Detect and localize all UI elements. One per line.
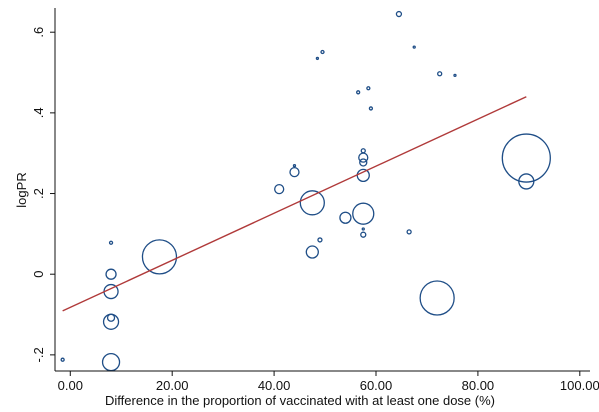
data-point (317, 237, 323, 243)
data-point (453, 73, 457, 78)
data-point (501, 133, 551, 183)
x-tick-label: 100.00 (560, 378, 599, 393)
y-tick-label: .6 (31, 27, 46, 38)
x-tick-label: 60.00 (360, 378, 393, 393)
x-tick-label: 40.00 (258, 378, 291, 393)
data-point (518, 173, 535, 190)
data-point (299, 190, 325, 216)
y-tick-label: .4 (31, 107, 46, 118)
y-tick-label: .2 (31, 188, 46, 199)
data-point (102, 313, 120, 330)
data-point (412, 45, 416, 49)
data-point (406, 229, 412, 235)
y-tick-label: 0 (31, 271, 46, 278)
fitted-line (62, 96, 527, 312)
data-point (366, 86, 371, 91)
data-point (292, 164, 297, 168)
data-point (361, 227, 365, 231)
marks-layer (60, 10, 551, 372)
data-point (352, 202, 375, 225)
data-point (437, 71, 443, 77)
data-point (289, 167, 300, 178)
data-point (108, 240, 114, 245)
data-point (358, 152, 369, 163)
data-point (320, 49, 325, 55)
x-axis-title: Difference in the proportion of vaccinat… (105, 393, 495, 408)
data-point (360, 231, 367, 238)
x-tick-label: 80.00 (462, 378, 495, 393)
x-tick-label: 20.00 (156, 378, 189, 393)
y-axis-ticks: -.2 0 .2 .4 .6 (31, 27, 55, 362)
x-axis-ticks: 0.00 20.00 40.00 60.00 80.00 100.00 (58, 371, 599, 393)
data-point (356, 168, 370, 183)
data-point (315, 56, 320, 61)
data-point (274, 183, 285, 195)
data-point (419, 280, 455, 316)
data-point (395, 10, 403, 18)
data-point (105, 268, 117, 280)
data-point (141, 239, 178, 275)
data-point (339, 211, 352, 224)
data-point (356, 90, 361, 95)
data-point (305, 245, 319, 259)
data-point (360, 148, 366, 154)
y-tick-label: -.2 (31, 347, 46, 362)
data-point (359, 158, 368, 167)
y-axis-title: logPR (14, 172, 29, 207)
x-tick-label: 0.00 (58, 378, 83, 393)
data-point (101, 352, 121, 372)
data-point (368, 106, 374, 111)
data-point (60, 357, 65, 362)
